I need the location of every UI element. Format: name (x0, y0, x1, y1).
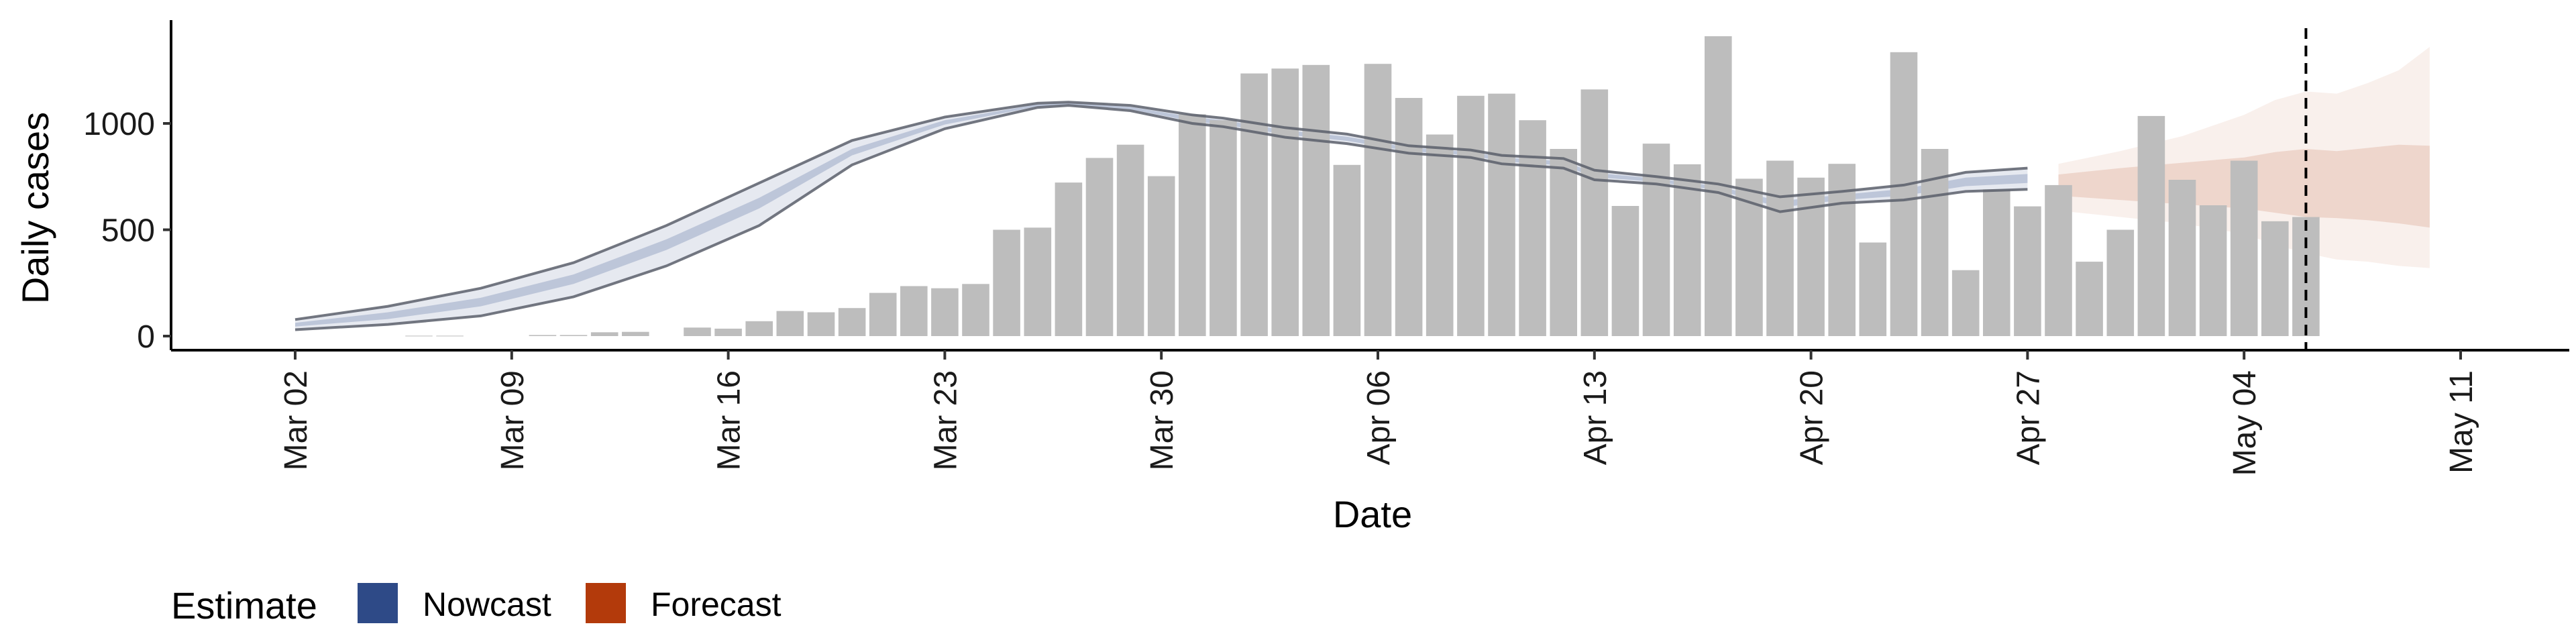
reported-cases-bar (1673, 164, 1701, 336)
x-tick-label: May 04 (2227, 370, 2263, 476)
x-tick-label: Apr 06 (1361, 370, 1397, 465)
reported-cases-bar (931, 288, 959, 336)
reported-cases-bar (869, 292, 897, 336)
x-axis-title: Date (1333, 493, 1412, 535)
x-tick-label: Mar 02 (278, 370, 314, 470)
nowcast-inner-band (295, 103, 2028, 327)
reported-cases-bar (1271, 68, 1299, 336)
reported-cases-bar (1302, 64, 1330, 337)
reported-cases-bar (590, 332, 619, 336)
y-tick-label: 1000 (83, 107, 155, 142)
reported-cases-bar (714, 328, 742, 336)
reported-cases-bar (1550, 149, 1577, 336)
reported-cases-bar (1766, 160, 1794, 336)
reported-cases-bar (1333, 164, 1361, 336)
y-tick-label: 500 (101, 213, 155, 249)
reported-cases-bar (2230, 160, 2258, 336)
reported-cases-bar (1859, 242, 1887, 336)
reported-cases-bar (622, 331, 649, 336)
x-tick-label: Apr 27 (2010, 370, 2046, 465)
reported-cases-bar (1395, 98, 1423, 336)
reported-cases-bar (1147, 176, 1175, 336)
legend-label-nowcast: Nowcast (423, 586, 551, 623)
x-tick-label: Apr 20 (1794, 370, 1830, 465)
reported-cases-bar (2137, 115, 2165, 336)
legend-label-forecast: Forecast (651, 586, 782, 623)
reported-cases-bar (900, 286, 928, 336)
reported-cases-bar (529, 335, 557, 336)
reported-cases-bar (436, 335, 464, 337)
reported-cases-bar (807, 312, 835, 336)
reported-cases-bar (1085, 158, 1114, 336)
x-tick-label: Mar 30 (1144, 370, 1180, 470)
y-axis-title: Daily cases (14, 112, 56, 304)
axes: 0 500 1000 Mar 02 Mar 09 Mar 16 Mar 23 Mar 30 Ap… (83, 20, 2569, 476)
estimate-bound-lines (294, 101, 2028, 331)
reported-cases-bars (405, 36, 2320, 337)
reported-cases-bar (1210, 120, 1237, 336)
reported-cases-bar (405, 335, 433, 337)
reported-cases-bar (745, 321, 773, 336)
reported-cases-bar (684, 327, 711, 336)
reported-cases-bar (2168, 180, 2196, 336)
reported-cases-bar (1611, 206, 1640, 336)
x-tick-label: Apr 13 (1578, 370, 1613, 465)
reported-cases-bar (962, 284, 989, 336)
x-tick-label: Mar 23 (928, 370, 963, 470)
reported-cases-bar (838, 308, 866, 336)
reported-cases-bar (1240, 73, 1268, 336)
reported-cases-bar (1797, 177, 1825, 336)
reported-cases-bar (2014, 206, 2041, 336)
nowcast-outer-band (295, 102, 2028, 330)
x-tick-label: May 11 (2444, 370, 2479, 474)
reported-cases-bar (1951, 270, 1980, 336)
legend: Estimate Nowcast Forecast (171, 583, 782, 627)
reported-cases-bar (1426, 134, 1454, 336)
reported-cases-bar (559, 335, 588, 336)
reported-cases-bar (1024, 227, 1052, 336)
reported-cases-bar (1519, 120, 1546, 336)
x-tick-label: Mar 09 (495, 370, 531, 470)
reported-cases-bar (1580, 89, 1609, 337)
reported-cases-bar (2045, 184, 2072, 336)
reported-cases-bar (776, 311, 804, 336)
reported-cases-bar (1179, 114, 1206, 336)
reported-cases-bar (2199, 205, 2227, 336)
reported-cases-bar (2076, 262, 2103, 336)
reported-cases-bar (1116, 144, 1144, 336)
reported-cases-bar (1642, 144, 1670, 336)
legend-swatch-nowcast (358, 583, 398, 623)
y-tick-label: 0 (137, 319, 155, 355)
reported-cases-bar (1983, 189, 2010, 336)
reported-cases-bar (993, 229, 1020, 336)
reported-cases-bar (1364, 64, 1392, 336)
reported-cases-bar (1055, 182, 1083, 336)
reported-cases-bar (2261, 221, 2289, 336)
nowcast-lower-bound-line (294, 104, 2028, 331)
x-tick-label: Mar 16 (712, 370, 747, 470)
reported-cases-bar (1890, 52, 1918, 337)
reported-cases-bar (1488, 93, 1515, 336)
legend-title: Estimate (171, 584, 317, 627)
legend-swatch-forecast (586, 583, 626, 623)
reported-cases-bar (2106, 229, 2135, 336)
reported-cases-bar (1457, 95, 1485, 337)
nowcast-upper-bound-line (294, 101, 2028, 321)
